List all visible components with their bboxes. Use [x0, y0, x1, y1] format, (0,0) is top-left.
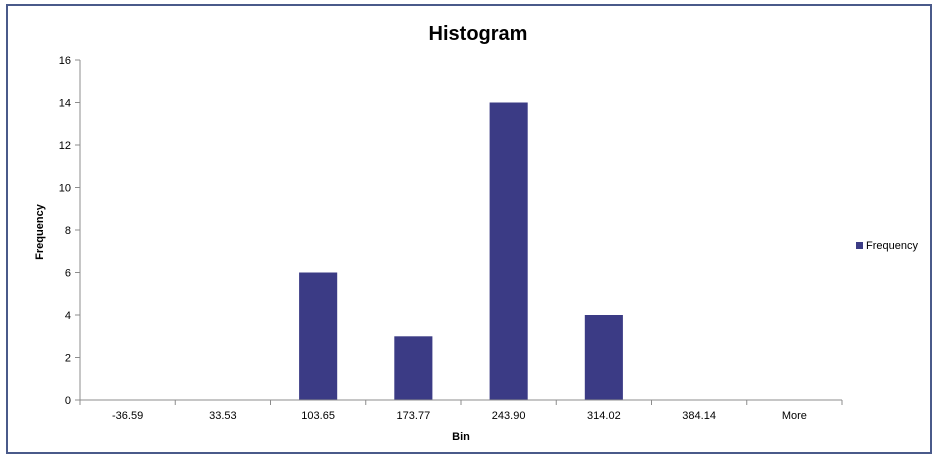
chart-title: Histogram: [429, 23, 528, 45]
x-tick-label: 173.77: [397, 410, 431, 422]
bar-314.02: [584, 315, 623, 400]
x-tick-label: More: [782, 410, 807, 422]
y-tick-label: 4: [65, 310, 71, 322]
bar-103.65: [299, 272, 338, 400]
x-tick-label: 243.90: [492, 410, 526, 422]
x-tick-label: 384.14: [682, 410, 716, 422]
x-tick-label: 33.53: [209, 410, 237, 422]
y-tick-label: 14: [59, 98, 71, 110]
axes: 0 2 4 6 8 10 12 14 16 -36.59 33.53 103.65 173.77 243.…: [59, 55, 843, 422]
y-tick-label: 6: [65, 268, 71, 280]
y-axis-title: Frequency: [34, 203, 46, 260]
x-axis-title: Bin: [452, 431, 470, 443]
histogram-chart: Histogram Frequency Bin 0 2 4 6 8 10 12 14 16 -36…: [34, 23, 918, 443]
legend: Frequency: [856, 240, 918, 252]
bar-243.90: [489, 102, 528, 400]
x-tick-label: 103.65: [301, 410, 335, 422]
y-tick-label: 12: [59, 140, 71, 152]
x-tick-label: -36.59: [112, 410, 143, 422]
legend-swatch: [856, 242, 863, 249]
bar-173.77: [394, 336, 433, 401]
x-tick-label: 314.02: [587, 410, 621, 422]
y-tick-label: 16: [59, 55, 71, 67]
legend-label: Frequency: [866, 240, 918, 252]
y-tick-label: 2: [65, 353, 71, 365]
y-tick-label: 0: [65, 395, 71, 407]
y-tick-label: 8: [65, 225, 71, 237]
y-tick-label: 10: [59, 183, 71, 195]
plot-area: [299, 102, 623, 401]
chart-frame: Histogram Frequency Bin 0 2 4 6 8 10 12 14 16 -36…: [6, 4, 932, 454]
